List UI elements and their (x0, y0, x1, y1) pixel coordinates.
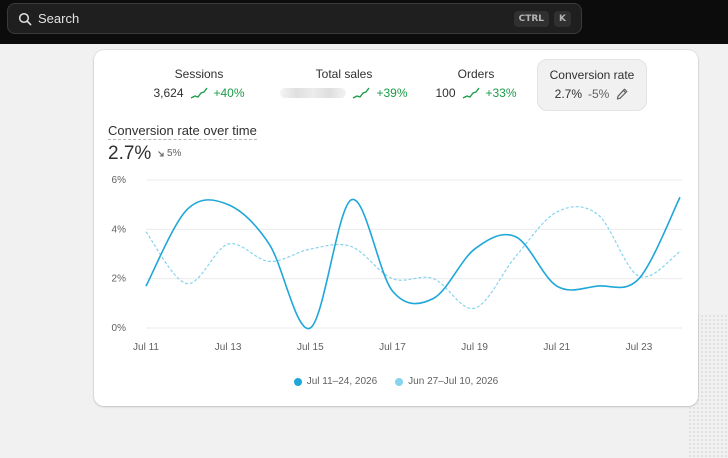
sparkline-icon (190, 87, 208, 99)
search-icon (18, 12, 32, 26)
metric-title: Orders (457, 67, 495, 81)
x-tick-label: Jul 13 (215, 342, 242, 353)
redacted-value (280, 88, 347, 98)
line-chart: 0% 2% 4% 6% Jul 11 Jul 13 Jul 15 Jul 17 Jul 19 Ju… (112, 175, 682, 353)
legend-label: Jul 11–24, 2026 (306, 376, 378, 387)
search-shortcut: CTRL K (513, 10, 571, 27)
legend-dot-current (293, 377, 302, 386)
metric-title: Conversion rate (549, 68, 635, 82)
x-tick-label: Jul 15 (297, 342, 324, 353)
metric-title: Sessions (174, 67, 224, 81)
chart-legend: Jul 11–24, 2026 Jun 27–Jul 10, 2026 (94, 376, 698, 387)
metric-value: 2.7% (554, 87, 582, 101)
search-label: Search (38, 11, 80, 26)
metric-change: +40% (213, 86, 245, 100)
sparkline-icon (353, 87, 371, 99)
metric-change: +39% (376, 86, 408, 100)
chart-title[interactable]: Conversion rate over time (108, 123, 257, 140)
metric-change: +33% (485, 86, 517, 100)
y-tick-label: 4% (112, 224, 127, 235)
chart-change: 5% (157, 148, 181, 160)
ctrl-key: CTRL (513, 10, 550, 27)
x-tick-label: Jul 11 (133, 342, 159, 353)
y-tick-label: 0% (112, 323, 127, 334)
analytics-card: Sessions 3,624 +40% Total sales +39% Ord… (94, 50, 698, 406)
chart-value: 2.7% (108, 143, 152, 164)
x-tick-label: Jul 23 (626, 342, 653, 353)
arrow-down-right-icon (158, 151, 164, 157)
legend-label: Jun 27–Jul 10, 2026 (408, 376, 499, 387)
k-key: K (554, 10, 571, 27)
metric-sessions[interactable]: Sessions 3,624 +40% (144, 67, 254, 100)
x-tick-label: Jul 21 (543, 342, 570, 353)
sparkline-icon (462, 87, 480, 99)
search-bar[interactable]: Search CTRL K (7, 3, 582, 34)
metric-value: 100 (435, 86, 456, 100)
legend-dot-previous (395, 377, 404, 386)
pencil-icon[interactable] (615, 87, 629, 101)
x-tick-label: Jul 19 (461, 342, 488, 353)
y-tick-label: 6% (112, 175, 127, 186)
series-line (145, 196, 681, 329)
metric-orders[interactable]: Orders 100 +33% (426, 67, 526, 100)
top-bar: Search CTRL K (0, 0, 728, 44)
x-tick-label: Jul 17 (379, 342, 406, 353)
series-line (145, 206, 681, 309)
metric-change: -5% (588, 87, 610, 101)
y-tick-label: 2% (112, 274, 127, 285)
legend-item-previous[interactable]: Jun 27–Jul 10, 2026 (395, 376, 498, 387)
chart-change-value: 5% (167, 148, 182, 159)
legend-item-current[interactable]: Jul 11–24, 2026 (293, 376, 378, 387)
metric-total-sales[interactable]: Total sales +39% (276, 67, 412, 100)
metric-conversion-rate[interactable]: Conversion rate 2.7% -5% (537, 59, 647, 111)
metric-value: 3,624 (153, 86, 184, 100)
metric-title: Total sales (315, 67, 373, 81)
